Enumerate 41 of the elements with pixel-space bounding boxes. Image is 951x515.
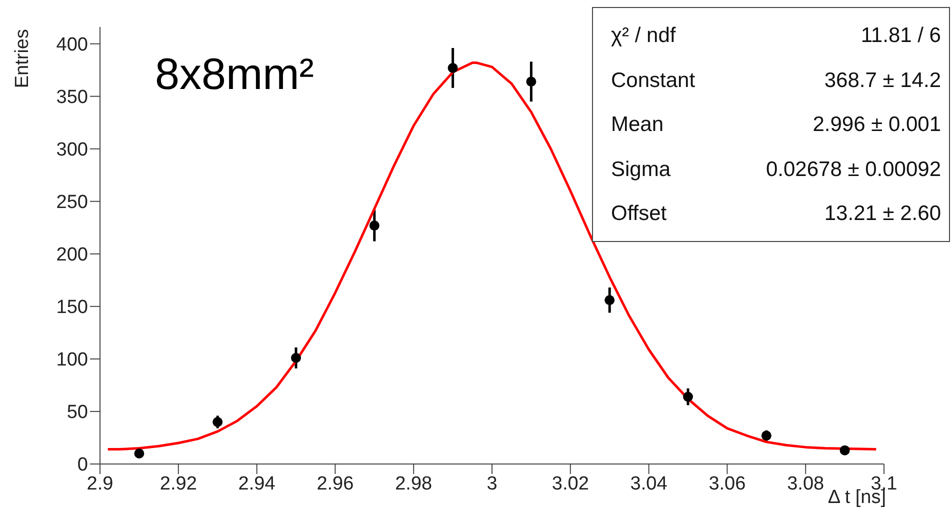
y-tick-label: 350 — [56, 87, 88, 108]
annotation: 2.996 ± 0.001 — [812, 113, 941, 138]
x-tick-label: 3 — [486, 473, 498, 494]
point — [448, 62, 458, 73]
y-tick-label: 50 — [66, 402, 88, 424]
annotation: Offset — [611, 202, 667, 226]
x-tick-label: 3.08 — [787, 473, 824, 494]
annotation: 368.7 ± 14.2 — [824, 68, 941, 93]
x-tick-label: 2.96 — [316, 473, 354, 494]
x-tick-label: 3.04 — [630, 473, 668, 494]
point — [212, 416, 223, 427]
x-tick-label: 3.02 — [552, 473, 589, 494]
annotation: Mean — [611, 113, 664, 138]
point — [526, 76, 536, 87]
x-tick-label: 2.9 — [86, 473, 114, 494]
annotation: Constant — [611, 68, 696, 93]
annotation: Sigma — [611, 158, 671, 182]
x-tick-label: 2.94 — [238, 473, 276, 494]
point — [369, 220, 380, 231]
x-tick-label: 2.98 — [395, 473, 432, 494]
y-tick-label: 0 — [77, 454, 88, 476]
point — [134, 448, 144, 458]
y-tick-label: 250 — [56, 192, 88, 214]
annotation: χ² / ndf — [611, 24, 676, 48]
annotation: 11.81 / 6 — [860, 24, 941, 48]
y-tick-label: 300 — [56, 140, 88, 161]
y-tick-label: 100 — [56, 350, 88, 371]
annotation: 8x8mm² — [155, 50, 314, 100]
annotation: 0.02678 ± 0.00092 — [766, 158, 941, 182]
y-tick-label: 200 — [56, 244, 88, 266]
y-tick-label: 150 — [56, 297, 88, 318]
x-tick-label: 2.92 — [160, 473, 197, 494]
point — [683, 392, 693, 402]
y-axis-title: Entries — [12, 29, 33, 88]
point — [840, 445, 850, 456]
point — [291, 352, 301, 363]
annotation: 13.21 ± 2.60 — [824, 202, 941, 226]
point — [604, 295, 615, 306]
y-tick-label: 400 — [56, 34, 88, 56]
x-tick-label: 3.06 — [708, 473, 746, 494]
point — [761, 430, 772, 441]
